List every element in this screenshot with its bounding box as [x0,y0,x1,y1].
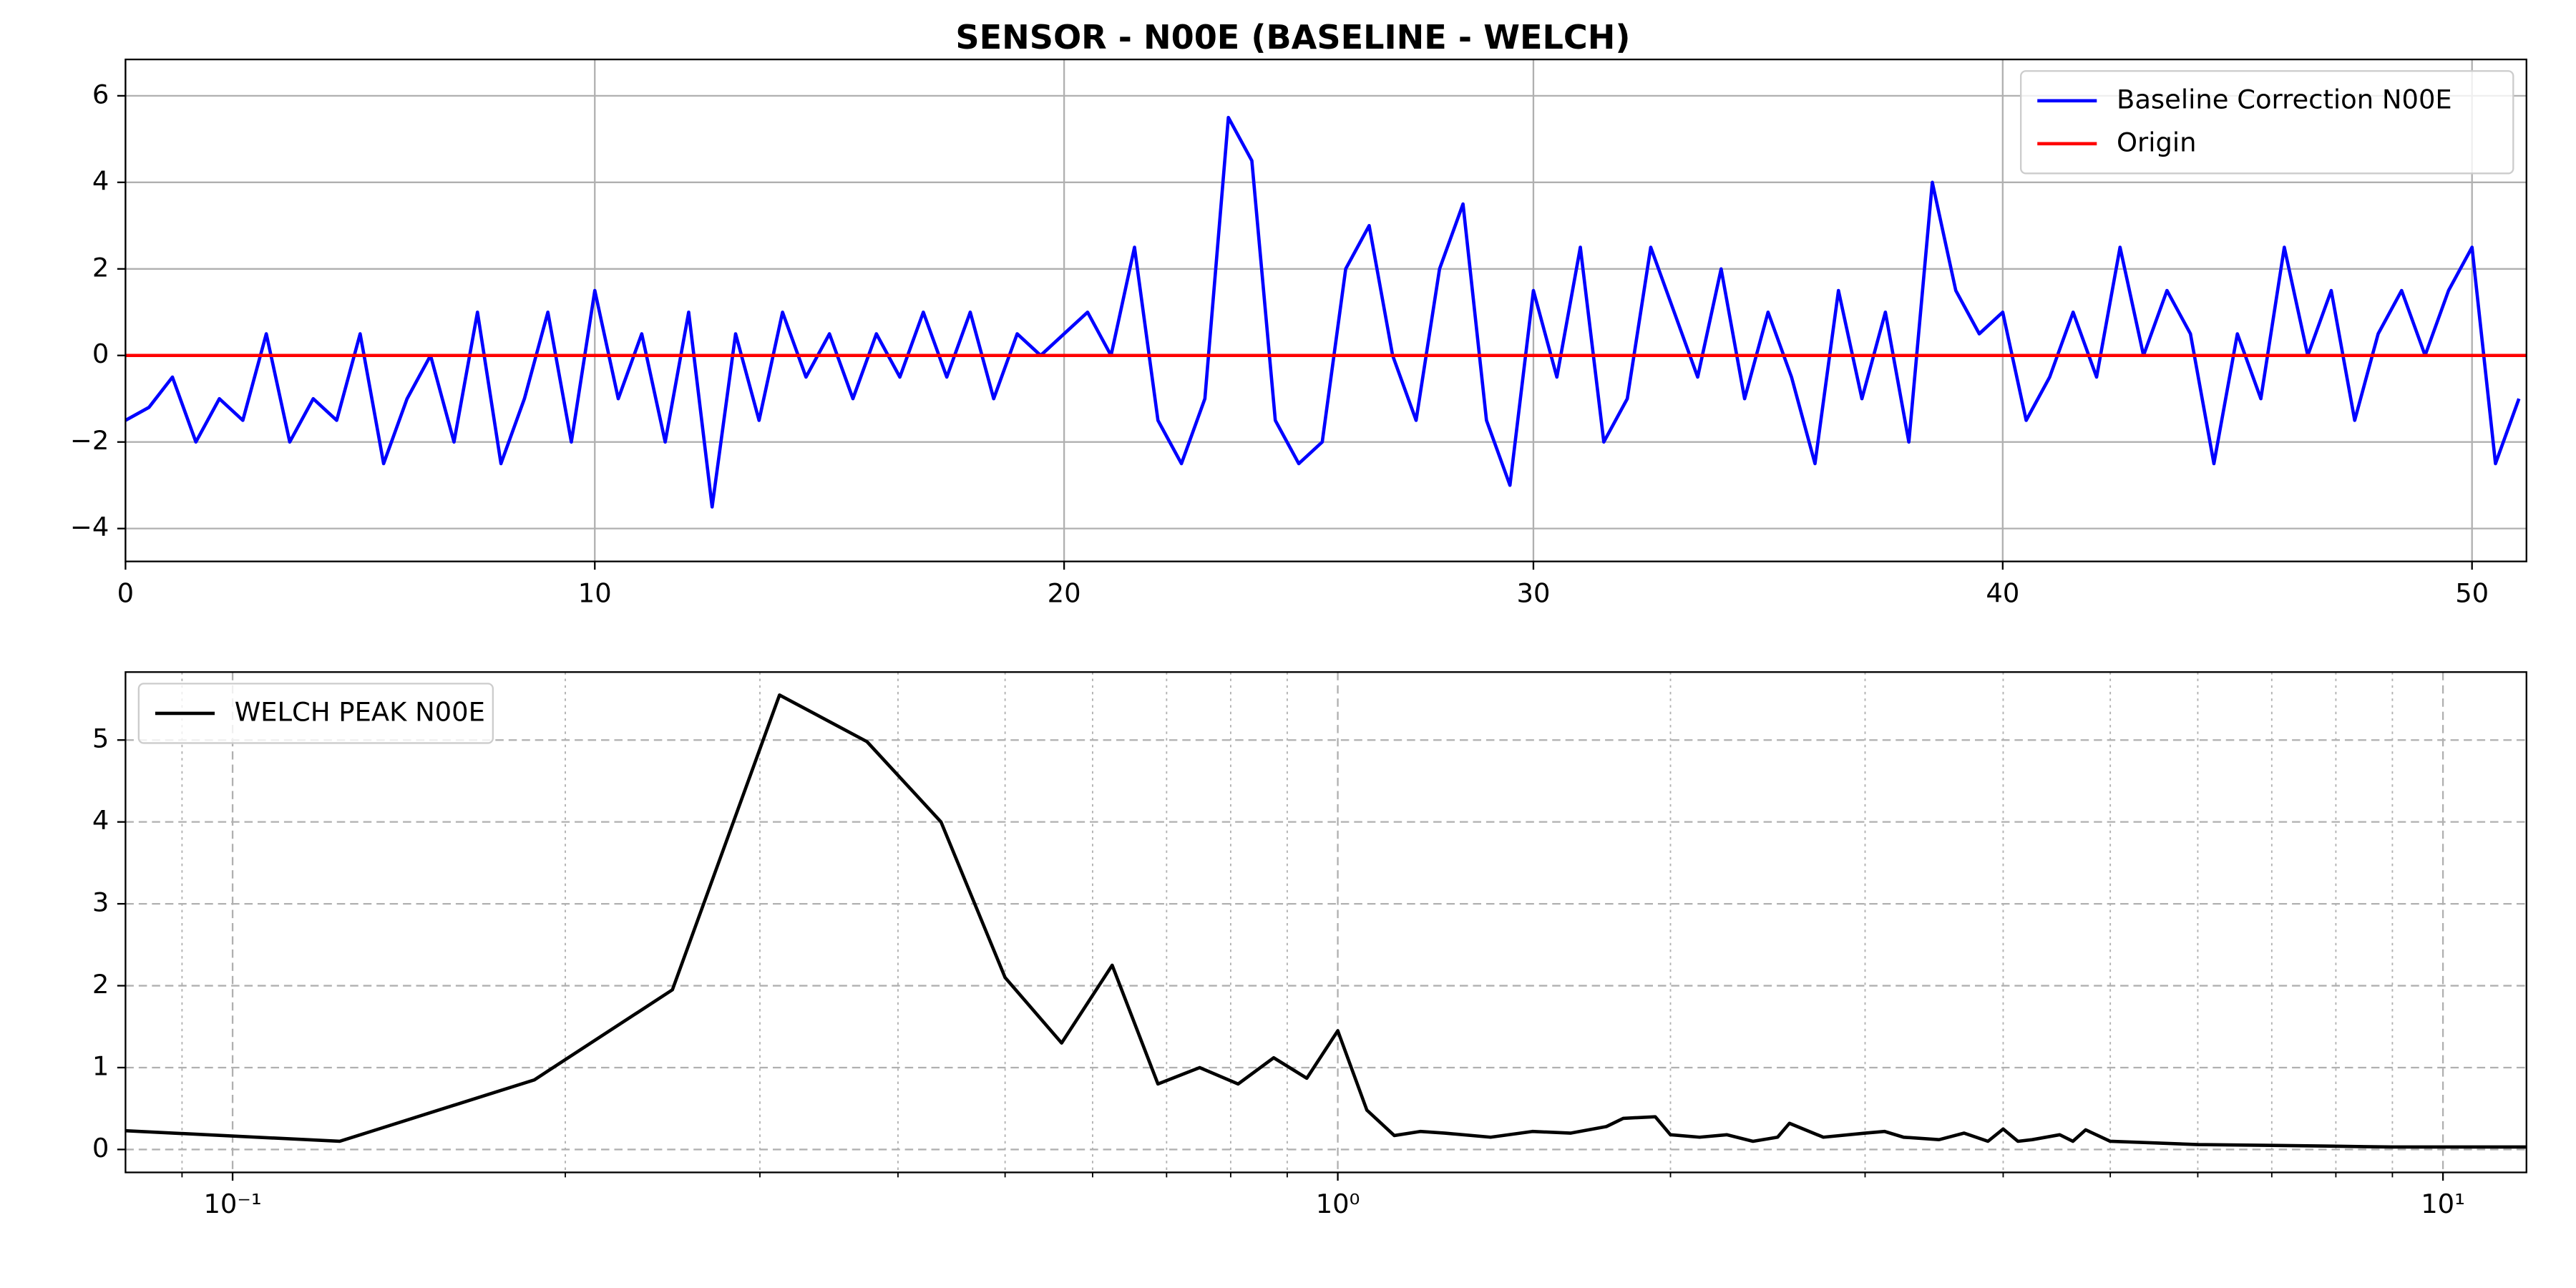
y-tick-label: 3 [92,887,109,918]
axes-frame [125,671,2527,1174]
y-tick-label: 4 [92,805,109,836]
y-tick-label: 0 [92,1133,109,1163]
legend-box [2020,70,2514,175]
y-tick-label: 4 [92,165,109,196]
x-tick-label: 10¹ [2421,1189,2465,1219]
y-tick-label: 0 [92,338,109,369]
x-tick-label: 20 [1048,577,1081,608]
legend-label: Origin [2117,127,2197,157]
legend-label: WELCH PEAK N00E [235,696,485,727]
y-tick-label: 2 [92,969,109,1000]
series-line [125,115,2521,509]
legend-label: Baseline Correction N00E [2117,84,2452,114]
series-line [125,693,2527,1149]
y-tick-label: 6 [92,79,109,109]
x-tick-label: 10 [578,577,612,608]
legend-box [137,683,494,744]
chart-title: SENSOR - N00E (BASELINE - WELCH) [955,18,1630,57]
x-tick-label: 30 [1516,577,1550,608]
y-tick-label: 1 [92,1050,109,1081]
x-tick-label: 10⁰ [1316,1189,1360,1219]
y-tick-label: −4 [70,512,109,542]
x-tick-label: 10⁻¹ [203,1189,261,1219]
y-tick-label: −2 [70,425,109,456]
x-tick-label: 40 [1986,577,2019,608]
x-tick-label: 50 [2455,577,2489,608]
y-tick-label: 5 [92,723,109,754]
y-tick-label: 2 [92,252,109,283]
x-tick-label: 0 [117,577,134,608]
axes-frame [125,58,2527,562]
